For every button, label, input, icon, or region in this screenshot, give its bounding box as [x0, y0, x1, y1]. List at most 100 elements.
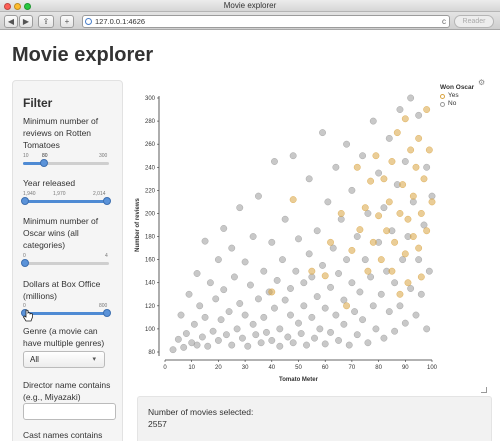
year-hi-handle[interactable] — [103, 197, 111, 205]
x-tick-label: 20 — [215, 365, 222, 371]
director-input[interactable] — [23, 403, 116, 420]
point-oscar-no — [263, 328, 270, 336]
oscar-handle[interactable] — [21, 259, 29, 267]
address-bar[interactable]: 127.0.0.1:4626 c — [82, 15, 450, 28]
y-tick-label: 120 — [145, 304, 156, 310]
point-oscar-no — [169, 346, 177, 354]
oscar-rail — [23, 262, 109, 265]
point-oscar-no — [244, 342, 252, 350]
point-oscar-no — [297, 330, 305, 337]
point-oscar-no — [233, 325, 241, 333]
boxoffice-label: Dollars at Box Office (millions) — [23, 279, 101, 301]
x-tick-label: 30 — [242, 365, 249, 371]
point-oscar-no — [425, 267, 433, 275]
point-oscar-yes — [380, 175, 388, 183]
point-oscar-no — [399, 256, 407, 264]
genre-select[interactable]: All ▾ — [23, 351, 105, 368]
x-tick-label: 60 — [322, 365, 329, 371]
window-titlebar: Movie explorer — [0, 0, 500, 12]
selection-count-label: Number of movies selected: — [148, 407, 254, 417]
reviews-fill — [23, 162, 44, 165]
point-oscar-no — [329, 244, 337, 252]
point-oscar-no — [396, 106, 404, 113]
reload-icon[interactable]: c — [442, 17, 446, 26]
point-oscar-no — [321, 340, 329, 348]
point-oscar-no — [428, 192, 436, 200]
boxoffice-hi-handle[interactable] — [103, 309, 111, 317]
point-oscar-no — [332, 163, 340, 171]
point-oscar-yes — [361, 204, 369, 212]
plus-icon: + — [64, 17, 70, 26]
point-oscar-yes — [404, 215, 412, 223]
year-fill — [23, 200, 109, 203]
reader-button[interactable]: Reader — [454, 15, 494, 28]
point-oscar-no — [185, 290, 193, 298]
resize-handle-icon[interactable] — [481, 387, 487, 393]
new-tab-button[interactable]: + — [60, 15, 74, 28]
point-oscar-yes — [409, 233, 417, 240]
point-oscar-no — [308, 313, 316, 321]
point-oscar-no — [380, 334, 388, 342]
y-tick-label: 140 — [145, 281, 156, 287]
point-oscar-no — [407, 94, 415, 102]
point-oscar-no — [287, 311, 294, 319]
point-oscar-yes — [417, 273, 425, 281]
point-oscar-yes — [401, 115, 409, 123]
year-label: Year released — [23, 178, 76, 188]
zoom-window-button[interactable] — [24, 3, 31, 10]
point-oscar-no — [351, 308, 359, 316]
year-lo-handle[interactable] — [21, 197, 29, 205]
point-oscar-yes — [372, 152, 380, 160]
point-oscar-yes — [388, 158, 396, 165]
point-oscar-no — [295, 235, 302, 243]
point-oscar-yes — [268, 288, 276, 296]
x-tick-label: 40 — [268, 365, 275, 371]
point-oscar-no — [356, 288, 364, 296]
point-oscar-no — [196, 302, 204, 310]
point-oscar-yes — [404, 279, 412, 287]
point-oscar-yes — [391, 238, 399, 246]
minimize-window-button[interactable] — [14, 3, 21, 10]
boxoffice-max-tick: 800 — [99, 303, 108, 309]
globe-icon — [85, 18, 92, 25]
point-oscar-no — [180, 343, 188, 351]
selection-count-value: 2557 — [148, 419, 167, 429]
reviews-value-tick: 80 — [42, 153, 48, 159]
reviews-min-tick: 10 — [23, 153, 29, 159]
point-oscar-yes — [321, 272, 329, 280]
point-oscar-no — [303, 341, 310, 349]
point-oscar-no — [401, 158, 409, 165]
point-oscar-no — [198, 333, 206, 341]
reviews-handle[interactable] — [40, 159, 48, 167]
point-oscar-no — [289, 152, 297, 160]
point-oscar-yes — [364, 267, 372, 275]
point-oscar-no — [415, 111, 423, 119]
point-oscar-no — [268, 238, 276, 246]
back-button[interactable]: ◀ — [4, 15, 18, 28]
point-oscar-no — [369, 302, 377, 310]
close-window-button[interactable] — [4, 3, 11, 10]
point-oscar-no — [353, 233, 361, 240]
point-oscar-no — [364, 210, 372, 217]
boxoffice-min-tick: 0 — [23, 303, 26, 309]
point-oscar-no — [385, 308, 393, 316]
point-oscar-no — [193, 341, 201, 349]
point-oscar-no — [316, 325, 324, 333]
point-oscar-no — [311, 334, 318, 342]
point-oscar-no — [252, 331, 260, 339]
legend-no-label: No — [448, 100, 457, 107]
share-button[interactable]: ⇪ — [38, 15, 54, 28]
point-oscar-no — [276, 325, 284, 333]
legend-item-yes[interactable]: Yes — [440, 92, 474, 100]
forward-button[interactable]: ▶ — [19, 15, 33, 28]
hand-cursor-icon — [22, 309, 33, 322]
point-oscar-yes — [375, 212, 383, 220]
point-oscar-yes — [396, 290, 404, 298]
gear-icon[interactable]: ⚙ — [478, 78, 486, 87]
point-oscar-no — [182, 330, 190, 337]
point-oscar-no — [276, 342, 284, 350]
point-oscar-no — [335, 270, 342, 277]
point-oscar-no — [201, 237, 209, 245]
legend-item-no[interactable]: No — [440, 100, 474, 108]
y-tick-label: 260 — [145, 142, 156, 148]
